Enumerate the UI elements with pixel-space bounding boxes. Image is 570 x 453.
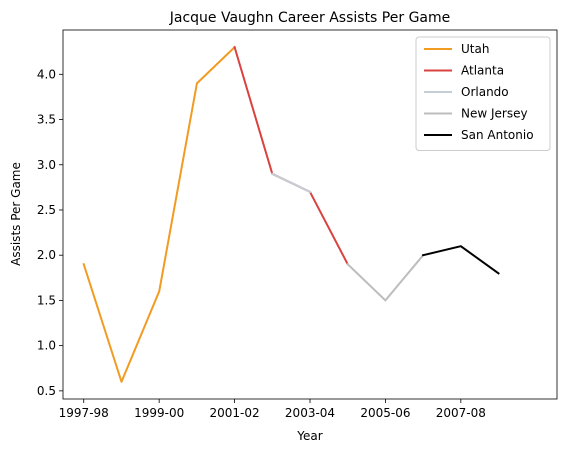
y-tick-label: 4.0 [37,67,56,81]
y-tick-label: 3.5 [37,113,56,127]
legend-label-utah: Utah [461,42,489,56]
legend: Utah Atlanta Orlando New Jersey San Antonio [415,36,551,151]
y-axis-ticks: 0.5 1.0 1.5 2.0 2.5 3.0 3.5 4.0 [37,67,63,398]
series-line-new-jersey [346,253,425,302]
y-tick-label: 2.0 [37,248,56,262]
series-line-san-antonio [421,245,500,275]
legend-label-san-antonio: San Antonio [461,128,534,142]
y-tick-label: 3.0 [37,158,56,172]
x-tick-label: 2003-04 [285,406,335,420]
series-line-orlando [270,172,312,194]
series-line-atlanta [233,45,350,266]
legend-label-orlando: Orlando [461,85,509,99]
x-tick-label: 2007-08 [436,406,486,420]
legend-label-new-jersey: New Jersey [461,107,528,121]
plot-frame [62,29,558,400]
y-tick-label: 0.5 [37,384,56,398]
y-axis-label: Assists Per Game [9,162,23,266]
y-tick-label: 1.0 [37,339,56,353]
legend-label-atlanta: Atlanta [461,64,504,78]
x-axis-label: Year [296,429,322,443]
y-tick-label: 2.5 [37,203,56,217]
x-tick-label: 1997-98 [59,406,109,420]
series-line-utah [82,45,237,383]
x-axis-ticks: 1997-98 1999-00 2001-02 2003-04 2005-06 2007-… [59,399,486,420]
series-lines [82,45,500,383]
x-tick-label: 1999-00 [134,406,184,420]
y-tick-label: 1.5 [37,293,56,307]
legend-box [415,36,551,151]
x-tick-label: 2005-06 [360,406,410,420]
chart-title: Jacque Vaughn Career Assists Per Game [169,10,451,26]
x-tick-label: 2001-02 [210,406,260,420]
